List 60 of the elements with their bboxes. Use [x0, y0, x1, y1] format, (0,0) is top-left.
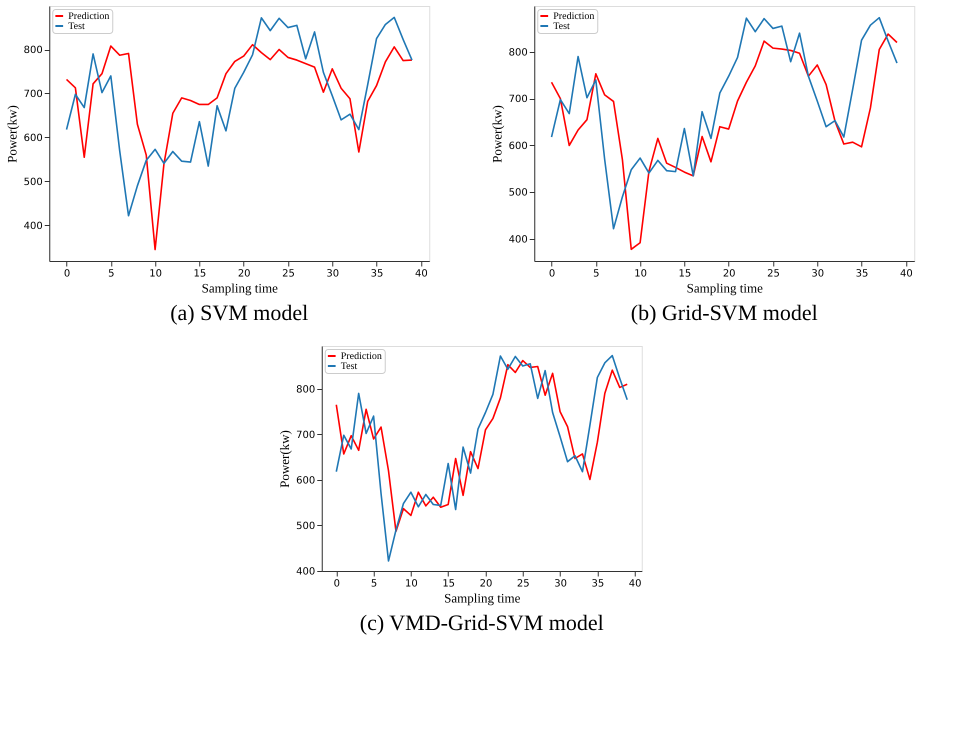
x-tick-label: 20 — [238, 268, 251, 280]
text: (b) Grid-SVM model — [630, 300, 818, 325]
x-tick-label: 30 — [811, 268, 824, 280]
text: (c) VMD-Grid-SVM model — [360, 610, 604, 635]
x-tick-label: 15 — [194, 268, 206, 280]
x-axis-title: Sampling time — [444, 590, 521, 606]
text: (a) SVM model — [170, 300, 308, 325]
y-tick-label: 500 — [508, 188, 528, 199]
x-tick-label: 0 — [334, 578, 340, 590]
y-axis-title: Power(kw) — [277, 430, 292, 488]
y-tick-label: 400 — [296, 566, 316, 578]
legend-label: Test — [553, 21, 570, 32]
y-tick-label: 800 — [508, 47, 528, 58]
y-tick-label: 700 — [296, 430, 316, 441]
x-tick-label: 20 — [722, 268, 736, 280]
x-tick-label: 5 — [593, 268, 600, 280]
x-axis-title: Sampling time — [202, 280, 278, 296]
x-tick-label: 30 — [326, 268, 340, 280]
y-tick-label: 400 — [24, 220, 43, 232]
x-tick-label: 35 — [592, 578, 604, 590]
x-tick-label: 10 — [149, 268, 162, 280]
x-tick-label: 25 — [282, 268, 295, 280]
y-tick-label: 500 — [296, 520, 316, 532]
line-series — [66, 44, 413, 250]
line-series — [550, 33, 898, 250]
x-tick-label: 5 — [108, 268, 114, 280]
legend-label: Prediction — [340, 351, 382, 362]
y-axis-title: Power(kw) — [4, 105, 20, 163]
y-tick-label: 700 — [24, 88, 43, 100]
x-tick-label: 0 — [548, 268, 556, 280]
x-tick-label: 25 — [516, 578, 530, 590]
legend-label: Test — [68, 21, 85, 32]
x-axis-title: Sampling time — [686, 280, 764, 296]
x-tick-label: 15 — [442, 578, 456, 590]
x-tick-label: 5 — [370, 578, 378, 590]
y-axis-title: Power(kw) — [490, 105, 505, 163]
x-tick-label: 40 — [628, 578, 642, 590]
legend-label: Test — [340, 361, 358, 372]
x-tick-label: 40 — [414, 268, 428, 280]
y-tick-label: 600 — [508, 140, 528, 152]
x-tick-label: 25 — [767, 268, 780, 280]
x-tick-label: 10 — [405, 578, 418, 590]
y-tick-label: 700 — [508, 94, 528, 106]
y-tick-label: 600 — [24, 132, 43, 144]
y-tick-label: 500 — [24, 176, 43, 188]
line-series — [335, 360, 628, 532]
x-tick-label: 0 — [64, 268, 70, 280]
x-tick-label: 10 — [634, 268, 647, 280]
x-tick-label: 35 — [856, 268, 868, 280]
legend-label: Prediction — [553, 11, 594, 22]
x-tick-label: 35 — [370, 268, 384, 280]
x-tick-label: 40 — [900, 268, 913, 280]
x-tick-label: 20 — [480, 578, 492, 590]
y-tick-label: 800 — [24, 45, 43, 56]
y-tick-label: 400 — [508, 234, 528, 246]
y-tick-label: 800 — [296, 384, 316, 396]
y-tick-label: 600 — [296, 475, 316, 486]
legend-label: Prediction — [68, 11, 110, 22]
x-tick-label: 15 — [678, 268, 692, 280]
x-tick-label: 30 — [554, 578, 567, 590]
